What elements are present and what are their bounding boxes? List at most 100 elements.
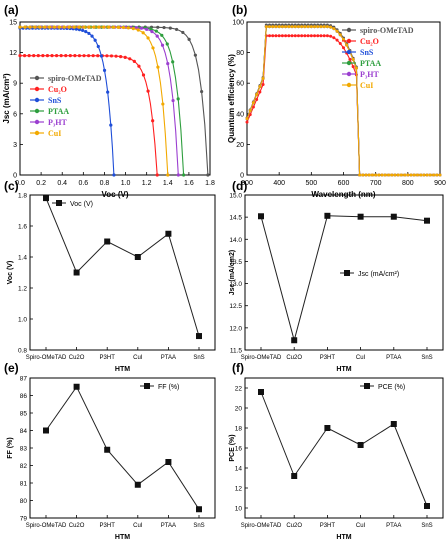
jv-point (134, 26, 138, 30)
jv-point (155, 34, 159, 38)
x-tick-label: Cu2O (69, 355, 85, 361)
x-tick-label: P3HT (100, 355, 116, 361)
data-point (196, 506, 202, 513)
jv-point (166, 61, 170, 66)
legend-marker (346, 71, 352, 77)
y-tick-label: 100 (232, 20, 244, 27)
panel-label: (b) (232, 3, 247, 17)
qe-point (415, 173, 419, 177)
jv-point (82, 25, 86, 29)
qe-point (271, 34, 275, 38)
jv-point (154, 29, 158, 33)
qe-point (261, 77, 265, 81)
jv-point (72, 25, 76, 29)
jv-point (62, 25, 66, 29)
data-point (73, 383, 80, 390)
x-tick-label: 600 (338, 180, 350, 187)
y-tick-label: 85 (20, 411, 28, 418)
y-tick-label: 22 (235, 386, 243, 393)
jv-point (50, 54, 54, 58)
qe-point (338, 41, 342, 45)
y-tick-label: 0 (240, 173, 244, 180)
y-tick-label: 14.5 (229, 215, 242, 222)
legend-marker (34, 119, 40, 125)
qe-point (370, 173, 374, 177)
jv-point (33, 25, 37, 29)
qe-point (332, 27, 336, 31)
jv-point (112, 173, 116, 177)
qe-point (258, 90, 262, 94)
y-tick-label: 16 (235, 446, 243, 453)
y-tick-label: 14 (235, 466, 243, 473)
panel-label: (a) (4, 3, 19, 17)
x-tick-label: 800 (402, 180, 414, 187)
jv-point (81, 28, 85, 33)
y-tick-label: 15.0 (229, 193, 242, 200)
qe-point (435, 173, 439, 177)
x-tick-label: SnS (193, 523, 204, 529)
qe-point (309, 25, 313, 29)
jv-point (82, 54, 86, 58)
qe-point (303, 34, 307, 38)
panel-c: (c) Spiro-OMeTAD Cu2O P3HT CuI PTAA SnS 0.8 1.0 1… (4, 179, 216, 373)
jv-point (156, 25, 160, 29)
data-point (357, 213, 364, 220)
qe-point (422, 173, 426, 177)
qe-point (335, 38, 339, 42)
qe-point (287, 25, 291, 29)
qe-point (251, 101, 255, 105)
qe-point (425, 173, 429, 177)
jv-point (41, 54, 45, 58)
qe-point (296, 34, 300, 38)
qe-point (338, 33, 342, 37)
jv-point (92, 25, 96, 29)
panel-label: (f) (232, 361, 244, 375)
legend-marker (364, 383, 370, 389)
qe-point (290, 25, 294, 29)
jv-point (84, 30, 88, 34)
jv-point (171, 60, 175, 64)
x-tick-label: 400 (273, 180, 285, 187)
jv-point (139, 26, 143, 30)
qe-point (438, 173, 442, 177)
qe-point (409, 173, 413, 177)
jv-point (119, 54, 123, 59)
jv-point (165, 42, 169, 46)
x-tick-label: 900 (434, 180, 446, 187)
plot-frame (246, 21, 441, 176)
jv-point (160, 33, 164, 37)
y-tick-label: 84 (20, 428, 28, 435)
jv-point (166, 173, 170, 177)
x-tick-label: PTAA (386, 355, 401, 361)
qe-point (319, 25, 323, 29)
jv-point (105, 54, 109, 58)
jv-point (181, 30, 185, 35)
qe-point (245, 120, 249, 124)
data-point (291, 337, 298, 344)
qe-point (329, 25, 333, 29)
jv-point (59, 54, 63, 58)
legend-label: PCE (%) (378, 384, 405, 391)
legend-label: CuI (360, 81, 373, 90)
x-tick-label: 1.2 (142, 180, 152, 187)
x-tick-label: SnS (421, 355, 432, 361)
x-tick-label: 1.0 (121, 180, 131, 187)
jv-point (171, 98, 175, 103)
panel-f: (f) Spiro-OMeTAD Cu2O P3HT CuI PTAA SnS 10 12 14 1… (229, 361, 444, 541)
x-tick-label: PTAA (161, 523, 176, 529)
y-tick-label: 20 (235, 406, 243, 413)
data-point (424, 503, 430, 509)
x-tick-label: 1.8 (205, 180, 215, 187)
series-line (260, 391, 428, 507)
y-axis-label: Jsc (mA/cm2) (229, 250, 236, 296)
jv-point (106, 90, 110, 94)
jv-point (114, 54, 118, 58)
jv-point (54, 54, 59, 58)
x-tick-label: SnS (193, 355, 204, 361)
jv-point (193, 53, 197, 57)
legend-label: PTAA (360, 59, 381, 68)
qe-point (342, 46, 345, 50)
qe-point (316, 25, 320, 29)
jv-point (151, 119, 155, 123)
qe-point (387, 173, 391, 177)
